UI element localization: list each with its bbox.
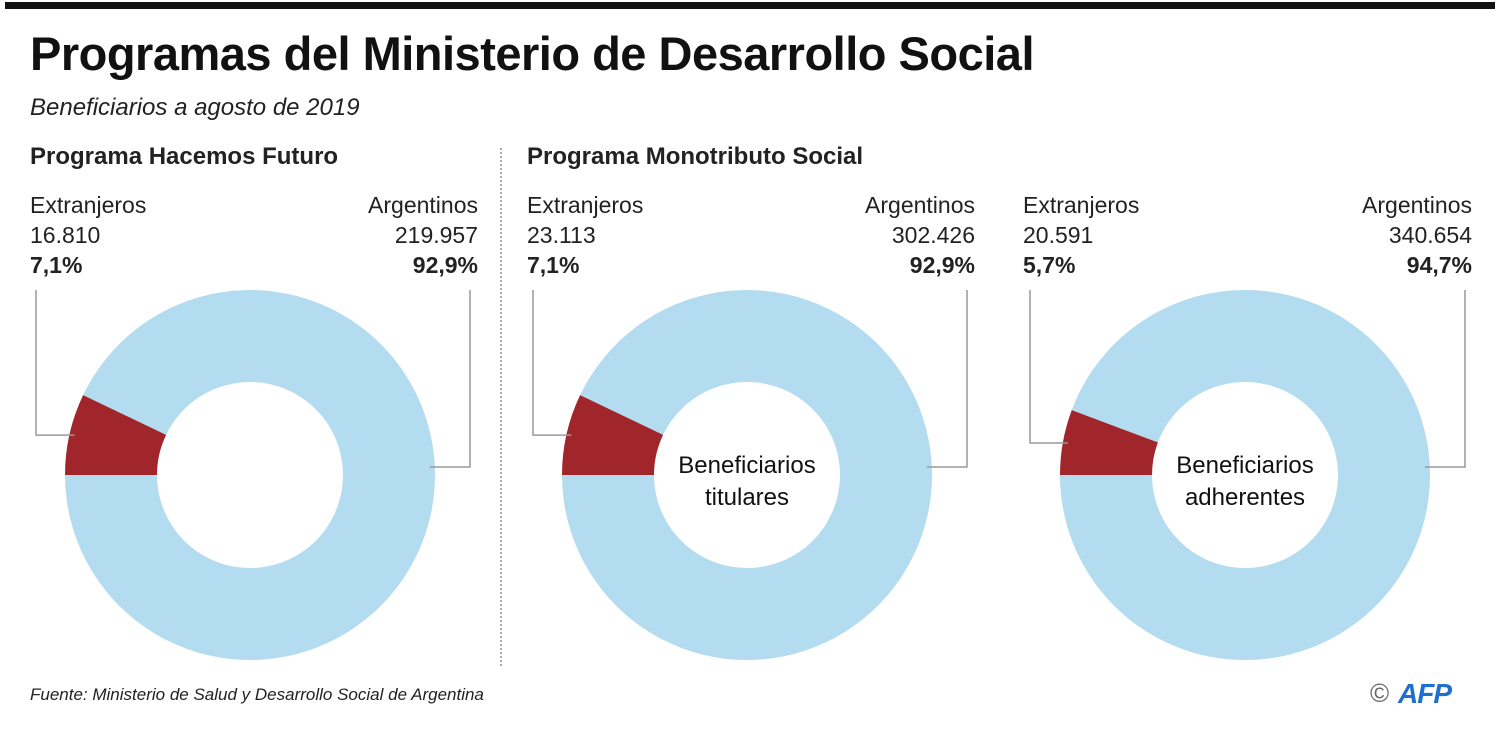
top-rule — [5, 2, 1495, 9]
program-title-hacemos-futuro: Programa Hacemos Futuro — [30, 143, 339, 170]
slice-value: 219.957 — [394, 222, 478, 248]
slice-argentinos — [1060, 290, 1430, 660]
slice-label: Extranjeros — [30, 192, 147, 218]
slice-label: Extranjeros — [527, 192, 644, 218]
center-label: titulares — [705, 484, 789, 511]
center-label: Beneficiarios — [678, 452, 815, 479]
leader-line-extranjeros — [35, 290, 75, 436]
label-argentinos-1: Argentinos 219.957 92,9% — [278, 190, 478, 280]
slice-extranjeros — [65, 395, 167, 475]
slice-percent: 92,9% — [412, 252, 478, 278]
program-title-monotributo: Programa Monotributo Social — [527, 143, 864, 170]
source-note: Fuente: Ministerio de Salud y Desarrollo… — [30, 685, 484, 704]
slice-value: 302.426 — [891, 222, 975, 248]
slice-argentinos — [562, 289, 932, 660]
leader-line-argentinos — [429, 290, 471, 468]
slice-percent: 92,9% — [909, 252, 975, 278]
center-label: adherentes — [1185, 484, 1305, 511]
label-argentinos-3: Argentinos 340.654 94,7% — [1272, 190, 1472, 280]
subtitle: Beneficiarios a agosto de 2019 — [30, 94, 360, 121]
afp-logo: AFP — [1398, 678, 1452, 709]
slice-argentinos — [65, 290, 435, 661]
slice-label: Argentinos — [1362, 192, 1472, 218]
slice-value: 20.591 — [1023, 222, 1094, 248]
leader-line-argentinos — [926, 290, 968, 468]
slice-value: 340.654 — [1388, 222, 1472, 248]
slice-value: 16.810 — [30, 222, 101, 248]
slice-percent: 7,1% — [527, 252, 580, 278]
divider — [500, 148, 502, 666]
slice-value: 23.113 — [527, 222, 596, 248]
slice-percent: 7,1% — [30, 252, 83, 278]
copyright-symbol: © — [1370, 678, 1390, 708]
label-argentinos-2: Argentinos 302.426 92,9% — [775, 190, 975, 280]
leader-line-extranjeros — [532, 290, 572, 436]
leader-line-argentinos — [1424, 290, 1466, 468]
label-extranjeros-3: Extranjeros 20.591 5,7% — [1023, 190, 1139, 280]
label-extranjeros-1: Extranjeros 16.810 7,1% — [30, 190, 146, 280]
center-label: Beneficiarios — [1176, 452, 1313, 479]
label-extranjeros-2: Extranjeros 23.113 7,1% — [527, 190, 643, 280]
slice-extranjeros — [562, 395, 664, 475]
slice-label: Extranjeros — [1023, 192, 1140, 218]
slice-label: Argentinos — [865, 192, 975, 218]
slice-percent: 94,7% — [1406, 252, 1472, 278]
slice-percent: 5,7% — [1023, 252, 1076, 278]
page-title: Programas del Ministerio de Desarrollo S… — [30, 27, 1035, 80]
leader-line-extranjeros — [1029, 290, 1068, 444]
slice-extranjeros — [1060, 410, 1158, 475]
slice-label: Argentinos — [368, 192, 478, 218]
